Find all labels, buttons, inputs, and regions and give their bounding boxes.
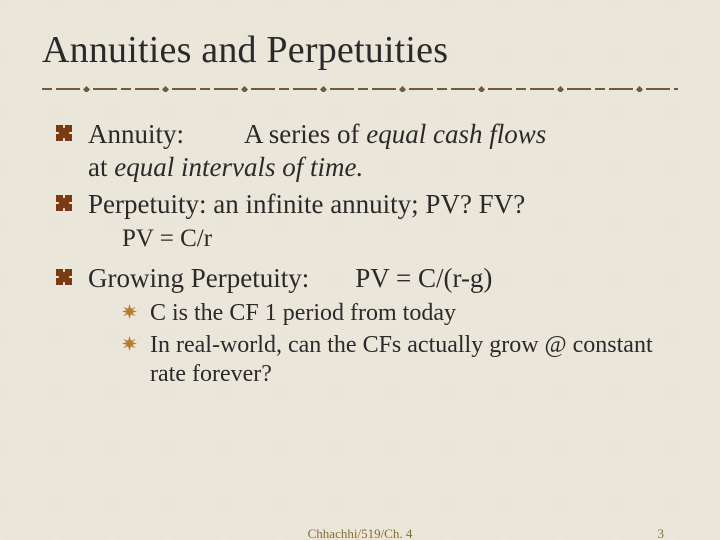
annuity-def-ital1: equal cash flows — [366, 119, 546, 149]
list-item: Annuity:A series of equal cash flows at … — [54, 118, 678, 184]
list-item: Perpetuity: an infinite annuity; PV? FV?… — [54, 188, 678, 254]
sub-item-text: In real-world, can the CFs actually grow… — [150, 332, 653, 387]
slide: Annuities and Perpetuities Annuity: A ser… — [0, 0, 720, 540]
content-area: Annuity:A series of equal cash flows at … — [42, 118, 678, 389]
burst-bullet-icon — [122, 304, 137, 319]
sub-item-text: C is the CF 1 period from today — [150, 300, 456, 326]
footer-page-number: 3 — [658, 526, 665, 540]
page-title: Annuities and Perpetuities — [42, 28, 678, 72]
list-item: C is the CF 1 period from today — [122, 299, 678, 328]
list-item: Growing Perpetuity: PV = C/(r-g) C is the… — [54, 262, 678, 389]
perpetuity-text: Perpetuity: an infinite annuity; PV? FV? — [88, 189, 525, 219]
perpetuity-formula: PV = C/r — [88, 224, 678, 255]
footer-center-text: Chhachhi/519/Ch. 4 — [308, 526, 413, 540]
burst-bullet-icon — [122, 336, 137, 351]
title-divider — [42, 86, 678, 92]
annuity-def-pre: A series of — [244, 119, 366, 149]
sub-list: C is the CF 1 period from today In real-… — [88, 299, 678, 389]
annuity-def-line2-pre: at — [88, 152, 114, 182]
bullet-list: Annuity:A series of equal cash flows at … — [54, 118, 678, 389]
growing-perp-label: Growing Perpetuity: — [88, 263, 309, 293]
annuity-label: Annuity: — [88, 119, 184, 149]
annuity-def-ital2: equal intervals of time. — [114, 152, 363, 182]
pattern-bullet-icon — [56, 195, 72, 211]
growing-perp-formula: PV = C/(r-g) — [355, 263, 492, 293]
pattern-bullet-icon — [56, 269, 72, 285]
list-item: In real-world, can the CFs actually grow… — [122, 331, 678, 390]
pattern-bullet-icon — [56, 125, 72, 141]
